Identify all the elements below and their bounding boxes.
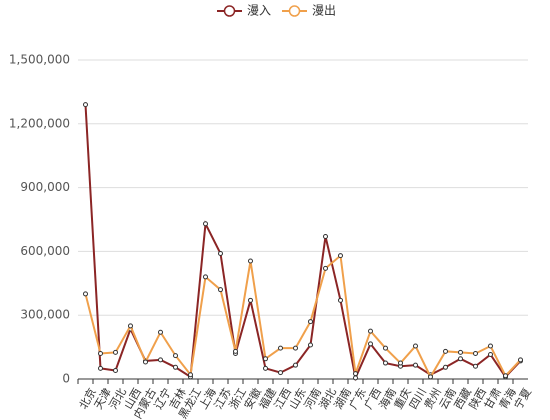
point bbox=[518, 357, 523, 363]
y-tick-label: 600,000 bbox=[20, 244, 70, 258]
point bbox=[353, 375, 358, 381]
point bbox=[188, 372, 193, 378]
legend-marker bbox=[223, 5, 236, 17]
point bbox=[308, 319, 313, 325]
legend-item: 漫出 bbox=[282, 4, 336, 18]
y-tick-label: 900,000 bbox=[20, 180, 70, 194]
point bbox=[233, 348, 238, 354]
point bbox=[503, 373, 508, 379]
point bbox=[218, 251, 223, 257]
point bbox=[398, 360, 403, 366]
point bbox=[443, 348, 448, 354]
point bbox=[293, 362, 298, 368]
point bbox=[353, 371, 358, 377]
point bbox=[338, 253, 343, 259]
point bbox=[488, 352, 493, 358]
point bbox=[263, 356, 268, 362]
point bbox=[308, 342, 313, 348]
point bbox=[98, 365, 103, 371]
point bbox=[428, 374, 433, 380]
point bbox=[218, 287, 223, 293]
point bbox=[98, 350, 103, 356]
point bbox=[83, 102, 88, 108]
point bbox=[368, 328, 373, 334]
point bbox=[83, 291, 88, 297]
point bbox=[368, 341, 373, 347]
y-tick-label: 1,200,000 bbox=[9, 116, 70, 130]
point bbox=[473, 350, 478, 356]
y-tick-label: 0 bbox=[62, 372, 70, 386]
point bbox=[158, 357, 163, 363]
point bbox=[383, 360, 388, 366]
point bbox=[278, 345, 283, 351]
point bbox=[323, 265, 328, 271]
point bbox=[383, 345, 388, 351]
series-line bbox=[84, 104, 522, 382]
series-line bbox=[84, 253, 522, 379]
point bbox=[473, 363, 478, 369]
point bbox=[173, 364, 178, 370]
legend-label: 漫出 bbox=[312, 4, 336, 18]
point bbox=[203, 274, 208, 280]
legend-marker bbox=[288, 5, 301, 17]
point bbox=[203, 221, 208, 227]
legend-item: 漫入 bbox=[217, 4, 271, 18]
point bbox=[263, 365, 268, 371]
point bbox=[458, 349, 463, 355]
point bbox=[443, 364, 448, 370]
point bbox=[338, 297, 343, 303]
point bbox=[278, 370, 283, 376]
point bbox=[413, 362, 418, 368]
point bbox=[248, 297, 253, 303]
y-tick-label: 1,500,000 bbox=[9, 53, 70, 67]
point bbox=[323, 234, 328, 240]
point bbox=[113, 367, 118, 373]
point bbox=[293, 345, 298, 351]
point bbox=[143, 359, 148, 365]
point bbox=[113, 349, 118, 355]
point bbox=[488, 343, 493, 349]
point bbox=[128, 323, 133, 329]
legend-label: 漫入 bbox=[247, 4, 271, 18]
point bbox=[248, 258, 253, 264]
point bbox=[158, 329, 163, 335]
point bbox=[413, 343, 418, 349]
point bbox=[458, 356, 463, 362]
y-tick-label: 300,000 bbox=[20, 308, 70, 322]
point bbox=[173, 353, 178, 359]
